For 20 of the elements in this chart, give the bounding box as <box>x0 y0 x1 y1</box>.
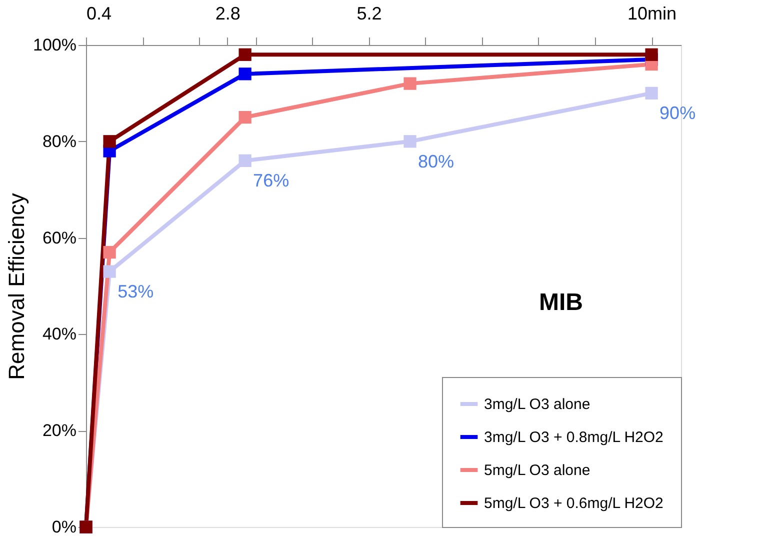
x-tick-label: 5.2 <box>356 4 382 24</box>
y-tick-label: 60% <box>42 228 76 248</box>
x-tick-label: 10min <box>628 4 677 24</box>
y-tick-label: 80% <box>42 132 76 151</box>
y-tick-label: 20% <box>42 421 76 440</box>
legend-label: 3mg/L O3 alone <box>484 396 590 413</box>
y-axis-title: Removal Efficiency <box>4 193 30 380</box>
legend-label: 5mg/L O3 alone <box>484 462 590 479</box>
y-tick-label: 100% <box>33 36 76 54</box>
data-label: 76% <box>253 170 290 191</box>
x-tick-label: 2.8 <box>215 4 240 24</box>
data-label: 80% <box>418 151 454 172</box>
x-tick-label: 0.4 <box>86 4 112 24</box>
y-tick-label: 0% <box>52 518 76 536</box>
y-tick-label: 40% <box>42 324 76 344</box>
annotation: MIB <box>539 289 583 316</box>
data-label: 90% <box>660 103 696 124</box>
legend-label: 5mg/L O3 + 0.6mg/L H2O2 <box>484 495 664 512</box>
data-label: 53% <box>118 282 154 302</box>
legend-label: 3mg/L O3 + 0.8mg/L H2O2 <box>484 429 664 446</box>
